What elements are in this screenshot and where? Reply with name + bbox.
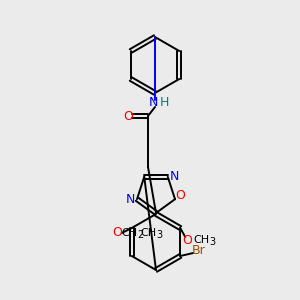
Text: O: O (182, 233, 192, 247)
Text: 3: 3 (209, 237, 215, 247)
Text: 2: 2 (138, 230, 144, 240)
Text: O: O (112, 226, 122, 239)
Text: O: O (123, 110, 133, 122)
Text: Br: Br (191, 244, 205, 257)
Text: 3: 3 (157, 230, 163, 240)
Text: N: N (170, 170, 179, 183)
Text: CH: CH (141, 228, 157, 238)
Text: CH: CH (193, 235, 209, 245)
Text: N: N (125, 193, 135, 206)
Text: H: H (159, 95, 169, 109)
Text: O: O (175, 189, 185, 202)
Text: CH: CH (122, 228, 138, 238)
Text: N: N (148, 95, 158, 109)
